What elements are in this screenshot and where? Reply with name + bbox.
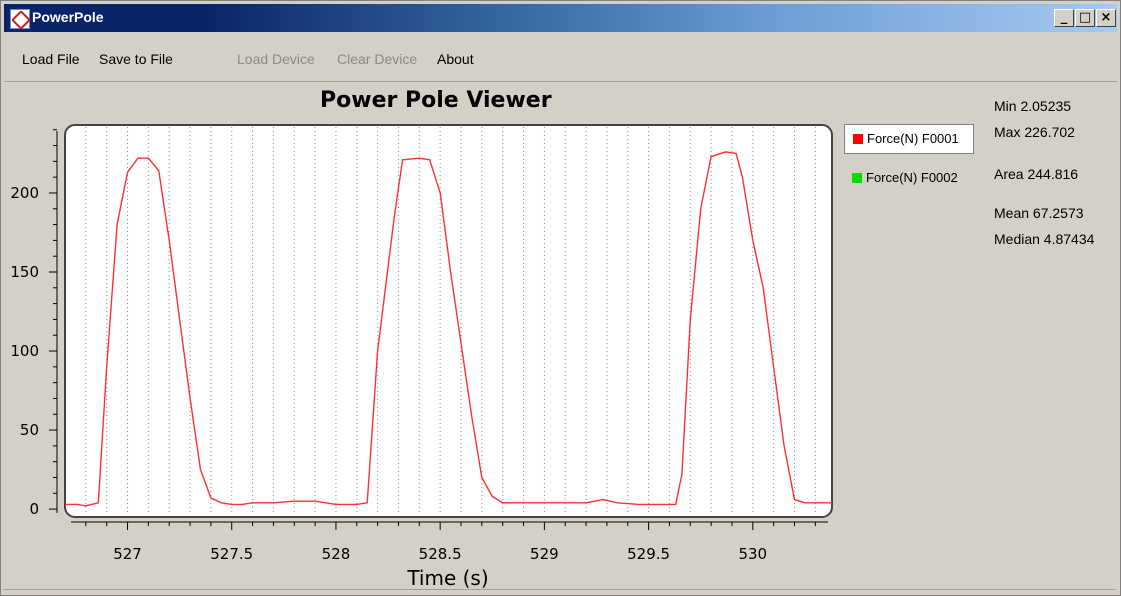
- x-tick-label: 530: [738, 545, 767, 563]
- maximize-button[interactable]: □: [1075, 9, 1095, 27]
- y-tick-label: 100: [10, 342, 39, 360]
- x-tick-label: 528: [322, 545, 351, 563]
- stat-max: Max 226.702: [994, 124, 1075, 140]
- legend-item-f0002[interactable]: Force(N) F0002: [844, 164, 974, 194]
- x-tick-label: 529.5: [627, 545, 670, 563]
- plot-area: [64, 124, 833, 518]
- legend-label-f0001: Force(N) F0001: [867, 131, 959, 146]
- minimize-button[interactable]: _: [1054, 9, 1074, 27]
- x-tick-label: 528.5: [419, 545, 462, 563]
- y-tick-label: 0: [29, 500, 39, 518]
- legend-swatch-f0001: [853, 134, 863, 144]
- menu-clear-device[interactable]: Clear Device: [337, 51, 418, 67]
- stat-area: Area 244.816: [994, 166, 1079, 182]
- close-button[interactable]: ×: [1096, 9, 1116, 27]
- title-bar[interactable]: PowerPole _ □ ×: [4, 4, 1117, 32]
- legend-label-f0002: Force(N) F0002: [866, 170, 958, 185]
- y-tick-label: 200: [10, 184, 39, 202]
- x-tick-label: 527.5: [210, 545, 253, 563]
- series-line-force-n-f0001: [65, 151, 832, 507]
- stat-min: Min 2.05235: [994, 98, 1072, 114]
- bottom-edge: [3, 589, 1116, 590]
- menu-about[interactable]: About: [437, 51, 474, 67]
- x-tick-label: 527: [113, 545, 142, 563]
- menu-load-device[interactable]: Load Device: [237, 51, 315, 67]
- legend-item-f0001[interactable]: Force(N) F0001: [844, 124, 974, 154]
- x-axis-label: Time (s): [406, 566, 488, 590]
- chart-title: Power Pole Viewer: [320, 88, 552, 113]
- y-axis: 0 50 100 150 200: [10, 129, 58, 518]
- y-tick-label: 150: [10, 263, 39, 281]
- x-axis: 527 527.5 528 528.5 529 529.5 530: [71, 521, 828, 563]
- powerpole-app-icon[interactable]: [10, 9, 30, 29]
- stat-mean: Mean 67.2573: [994, 205, 1084, 221]
- y-tick-label: 50: [20, 421, 39, 439]
- series-group: [65, 151, 832, 507]
- x-tick-label: 529: [530, 545, 559, 563]
- menu-load-file[interactable]: Load File: [22, 51, 80, 67]
- menu-bar: Load File Save to File Load Device Clear…: [4, 35, 1117, 82]
- window-title: PowerPole: [32, 9, 104, 25]
- menu-save-to-file[interactable]: Save to File: [99, 51, 173, 67]
- legend-swatch-f0002: [852, 173, 862, 183]
- stat-median: Median 4.87434: [994, 231, 1095, 247]
- grid-lines: [85, 127, 816, 515]
